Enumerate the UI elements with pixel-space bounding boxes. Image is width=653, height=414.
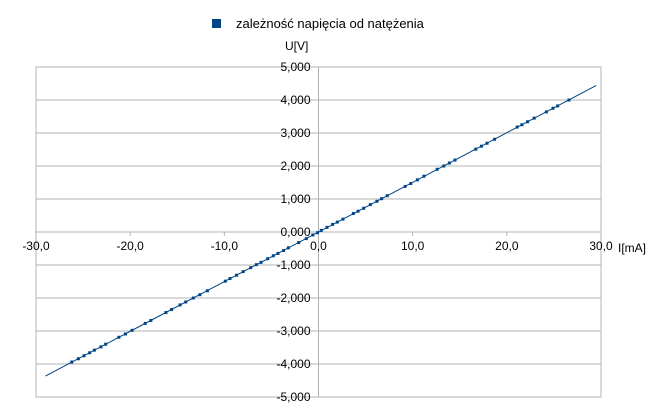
data-point: [70, 360, 74, 364]
data-point: [297, 241, 301, 245]
legend-label: zależność napięcia od natężenia: [236, 16, 425, 31]
data-point: [556, 104, 560, 108]
y-tick-label: -3,000: [276, 324, 310, 338]
data-point: [143, 321, 147, 325]
x-axis-label: I[mA]: [618, 241, 646, 255]
data-point: [520, 123, 524, 127]
data-point: [276, 251, 280, 255]
x-tick-label: 30,0: [589, 239, 613, 253]
x-tick-label: 0,0: [310, 239, 327, 253]
data-point: [526, 120, 530, 124]
x-tick-label: 20,0: [495, 239, 519, 253]
data-point: [205, 289, 209, 293]
data-point: [82, 354, 86, 358]
data-point: [385, 194, 389, 198]
data-point: [311, 233, 315, 237]
y-tick-label: -2,000: [276, 291, 310, 305]
data-point: [319, 228, 323, 232]
data-point: [415, 178, 419, 182]
y-tick-label: 4,000: [280, 93, 310, 107]
data-point: [88, 351, 92, 355]
data-point: [485, 141, 489, 145]
data-point: [479, 144, 483, 148]
data-point: [474, 147, 478, 151]
y-tick-label: -4,000: [276, 357, 310, 371]
x-tick-label: -10,0: [211, 239, 239, 253]
x-tick-label: -20,0: [116, 239, 144, 253]
data-point: [282, 248, 286, 252]
data-point: [331, 222, 335, 226]
data-point: [123, 332, 127, 336]
data-point: [375, 199, 379, 203]
legend: zależność napięcia od natężenia: [212, 16, 425, 31]
y-tick-label: -1,000: [276, 258, 310, 272]
data-point: [325, 225, 329, 229]
data-point: [76, 357, 80, 361]
data-point: [442, 164, 446, 168]
data-point: [178, 303, 182, 307]
data-point: [403, 184, 407, 188]
data-point: [117, 335, 121, 339]
data-point: [235, 273, 239, 277]
data-point: [532, 116, 536, 120]
data-point: [184, 300, 188, 304]
data-point: [191, 296, 195, 300]
data-point: [447, 161, 451, 165]
data-point: [544, 110, 548, 114]
data-point: [356, 209, 360, 213]
data-point: [409, 181, 413, 185]
data-point: [335, 220, 339, 224]
legend-marker: [212, 19, 221, 28]
data-point: [316, 231, 320, 235]
data-point: [286, 246, 290, 250]
data-point: [304, 237, 308, 241]
data-point: [266, 257, 270, 261]
data-point: [493, 137, 497, 141]
data-point: [435, 167, 439, 171]
y-tick-label: 2,000: [280, 159, 310, 173]
y-tick-label: 3,000: [280, 126, 310, 140]
data-point: [223, 279, 227, 283]
data-point: [130, 328, 134, 332]
data-point: [149, 318, 153, 322]
data-point: [228, 277, 232, 281]
data-point: [92, 348, 96, 352]
data-point: [249, 266, 253, 270]
data-point: [241, 270, 245, 274]
data-point: [99, 345, 103, 349]
y-tick-label: 0,000: [280, 225, 310, 239]
x-tick-label: -30,0: [22, 239, 50, 253]
data-point: [259, 260, 263, 264]
data-point: [104, 342, 108, 346]
data-point: [198, 293, 202, 297]
data-point: [170, 308, 174, 312]
data-point: [164, 311, 168, 315]
data-points: [70, 98, 571, 364]
data-point: [453, 158, 457, 162]
data-point: [254, 263, 258, 267]
y-tick-label: -5,000: [276, 390, 310, 404]
y-axis-label: U[V]: [285, 39, 308, 53]
data-point: [567, 98, 571, 102]
tick-labels: 5,000 4,000 3,000 2,000 1,000 0,000 -1,000 -2,0…: [22, 60, 613, 404]
x-tick-label: 10,0: [401, 239, 425, 253]
y-tick-label: 5,000: [280, 60, 310, 74]
data-point: [515, 125, 519, 129]
data-point: [380, 197, 384, 201]
data-point: [551, 106, 555, 110]
data-point: [341, 217, 345, 221]
data-point: [368, 203, 372, 207]
data-point: [422, 174, 426, 178]
data-point: [362, 206, 366, 210]
y-tick-label: 1,000: [280, 192, 310, 206]
data-point: [271, 254, 275, 258]
data-point: [351, 212, 355, 216]
